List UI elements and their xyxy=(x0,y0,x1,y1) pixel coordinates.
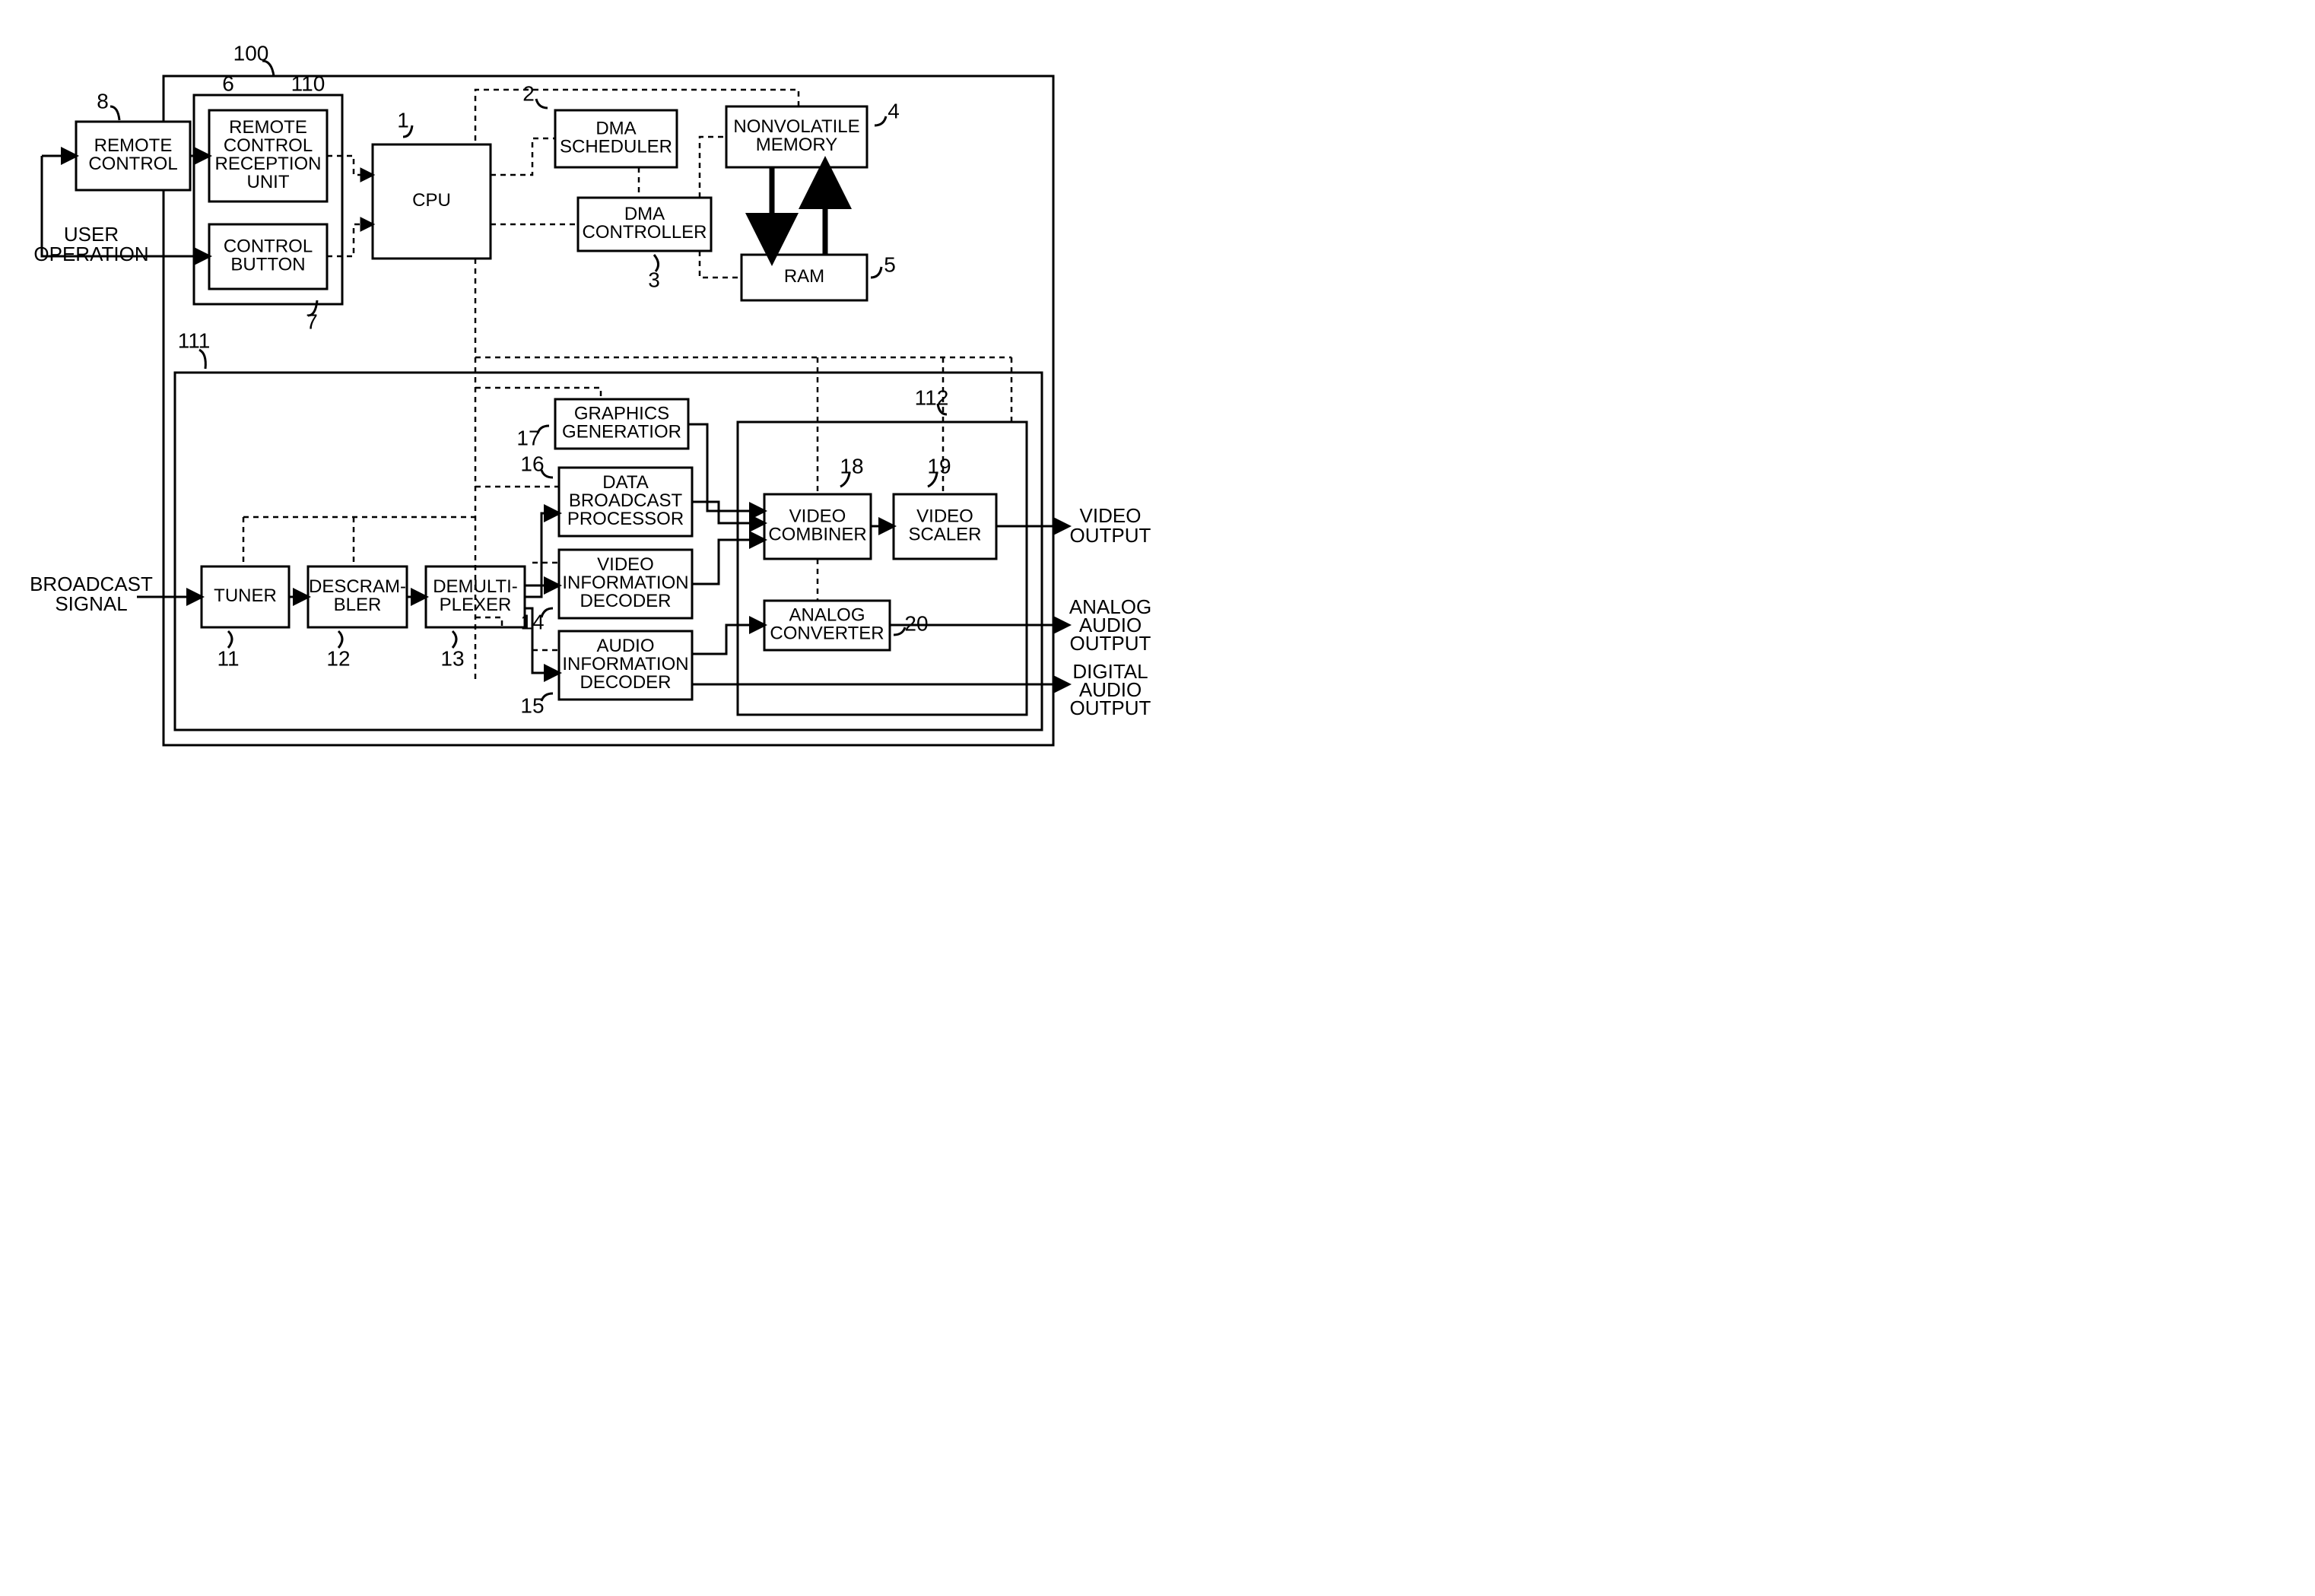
audio_dec-block: AUDIOINFORMATIONDECODER xyxy=(559,631,692,700)
num-18: 18 xyxy=(840,454,863,478)
remote_control-block: REMOTECONTROL xyxy=(76,122,190,190)
gfx_gen-block: GRAPHICSGENERATIOR xyxy=(555,399,688,449)
aaout-l3: OUTPUT xyxy=(1070,632,1151,655)
num-5: 5 xyxy=(884,252,896,276)
num-19: 19 xyxy=(927,454,951,478)
dma_sched-block: DMASCHEDULER xyxy=(555,110,677,167)
num-20: 20 xyxy=(904,611,928,635)
num-17: 17 xyxy=(516,426,540,449)
num-6: 6 xyxy=(222,71,234,95)
num-7: 7 xyxy=(306,309,318,333)
svg-text:CONTROLBUTTON: CONTROLBUTTON xyxy=(224,236,313,275)
num-1: 1 xyxy=(397,108,409,132)
svg-text:BROADCASTSIGNAL: BROADCASTSIGNAL xyxy=(30,573,153,615)
num-13: 13 xyxy=(440,646,464,670)
analog_conv-block: ANALOGCONVERTER xyxy=(764,601,890,650)
nvmem-block: NONVOLATILEMEMORY xyxy=(726,106,867,167)
video_scaler-block: VIDEOSCALER xyxy=(894,494,996,559)
output-group-frame xyxy=(738,422,1027,715)
bsig-l2: SIGNAL xyxy=(55,592,127,615)
num-100: 100 xyxy=(233,41,269,65)
svg-text:REMOTECONTROL: REMOTECONTROL xyxy=(88,135,177,174)
svg-text:VIDEOOUTPUT: VIDEOOUTPUT xyxy=(1070,504,1151,547)
svg-text:RAM: RAM xyxy=(784,266,824,287)
num-11: 11 xyxy=(217,646,239,670)
dma_ctrl-block: DMACONTROLLER xyxy=(578,198,711,251)
num-3: 3 xyxy=(648,268,660,291)
vout-l2: OUTPUT xyxy=(1070,524,1151,547)
video_dec-block: VIDEOINFORMATIONDECODER xyxy=(559,550,692,618)
svg-text:DIGITALAUDIOOUTPUT: DIGITALAUDIOOUTPUT xyxy=(1070,660,1151,719)
video_comb-block: VIDEOCOMBINER xyxy=(764,494,871,559)
svg-text:VIDEOSCALER: VIDEOSCALER xyxy=(908,506,981,545)
svg-text:GRAPHICSGENERATIOR: GRAPHICSGENERATIOR xyxy=(562,404,681,443)
num-12: 12 xyxy=(326,646,350,670)
remote_rx-block: REMOTECONTROLRECEPTIONUNIT xyxy=(209,110,327,201)
svg-text:CPU: CPU xyxy=(412,190,451,211)
control_button-block: CONTROLBUTTON xyxy=(209,224,327,289)
block-diagram: REMOTECONTROL REMOTECONTROLRECEPTIONUNIT C… xyxy=(0,0,1158,798)
daout-l3: OUTPUT xyxy=(1070,696,1151,719)
num-111: 111 xyxy=(178,328,211,352)
num-4: 4 xyxy=(888,99,900,122)
num-15: 15 xyxy=(520,693,544,717)
tuner-block: TUNER xyxy=(202,566,289,627)
ram-block: RAM xyxy=(741,255,867,300)
num-110: 110 xyxy=(291,71,325,95)
num-14: 14 xyxy=(520,610,544,633)
svg-text:ANALOGAUDIOOUTPUT: ANALOGAUDIOOUTPUT xyxy=(1069,595,1151,655)
num-8: 8 xyxy=(97,89,109,113)
cpu-block: CPU xyxy=(373,144,491,259)
num-16: 16 xyxy=(520,452,544,475)
descrambler-block: DESCRAM-BLER xyxy=(308,566,407,627)
svg-text:TUNER: TUNER xyxy=(214,585,277,606)
user-op-l2: OPERATION xyxy=(33,243,148,265)
num-2: 2 xyxy=(522,81,535,105)
data_bc-block: DATABROADCASTPROCESSOR xyxy=(559,468,692,536)
svg-text:USEROPERATION: USEROPERATION xyxy=(33,223,148,265)
num-112: 112 xyxy=(915,386,949,409)
